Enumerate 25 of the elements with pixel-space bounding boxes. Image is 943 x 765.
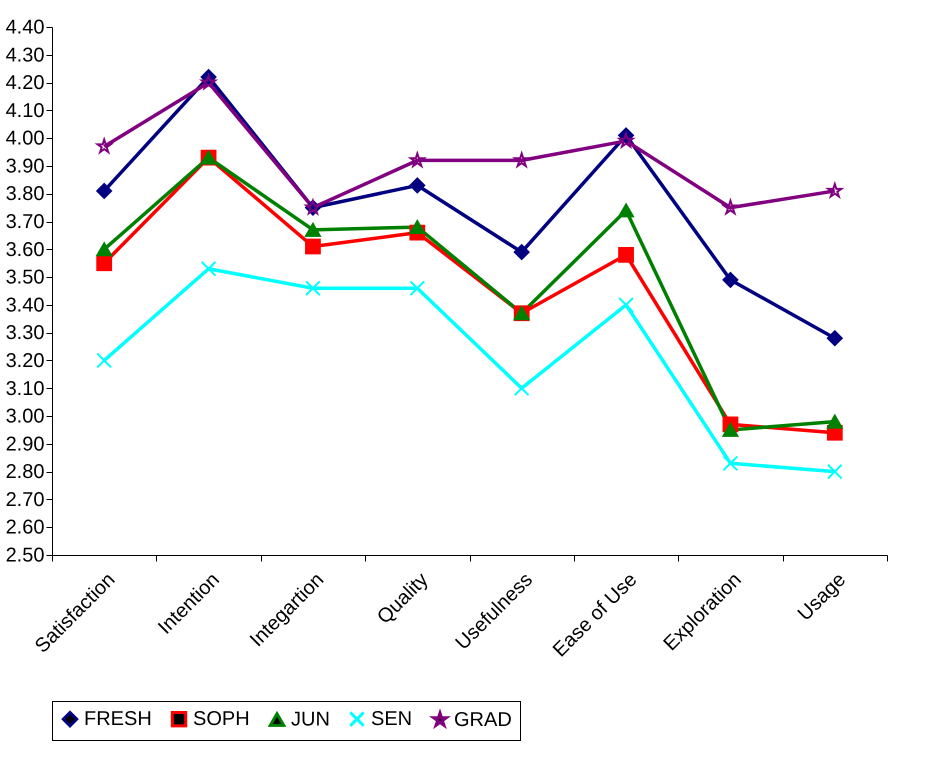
- y-tick-label: 3.10: [6, 378, 44, 400]
- y-tick-label: 2.70: [6, 488, 44, 511]
- y-tick-label: 3.70: [6, 211, 44, 234]
- y-tick-label: 2.50: [6, 544, 44, 566]
- y-tick-label: 3.40: [6, 294, 44, 316]
- y-tick-label: 2.60: [6, 516, 44, 539]
- y-tick-label: 2.80: [6, 461, 44, 484]
- y-tick-label: 4.00: [6, 128, 44, 150]
- y-tick-label: 3.90: [6, 155, 44, 178]
- legend-label: GRAD: [454, 708, 512, 731]
- y-tick-label: 3.80: [6, 183, 44, 206]
- y-tick-label: 3.60: [6, 238, 44, 261]
- legend-label: SOPH: [193, 708, 250, 730]
- legend-label: FRESH: [84, 708, 152, 730]
- legend-label: SEN: [371, 708, 412, 730]
- legend-label: JUN: [291, 708, 330, 731]
- y-tick-label: 4.40: [6, 16, 44, 38]
- y-tick-label: 4.30: [6, 44, 44, 66]
- y-tick-label: 2.90: [6, 433, 44, 456]
- y-tick-label: 4.10: [6, 100, 44, 122]
- y-tick-label: 3.20: [6, 350, 44, 372]
- y-tick-label: 4.20: [6, 72, 44, 94]
- y-tick-label: 3.50: [6, 266, 44, 289]
- y-tick-label: 3.00: [6, 406, 44, 428]
- y-tick-label: 3.30: [6, 322, 44, 344]
